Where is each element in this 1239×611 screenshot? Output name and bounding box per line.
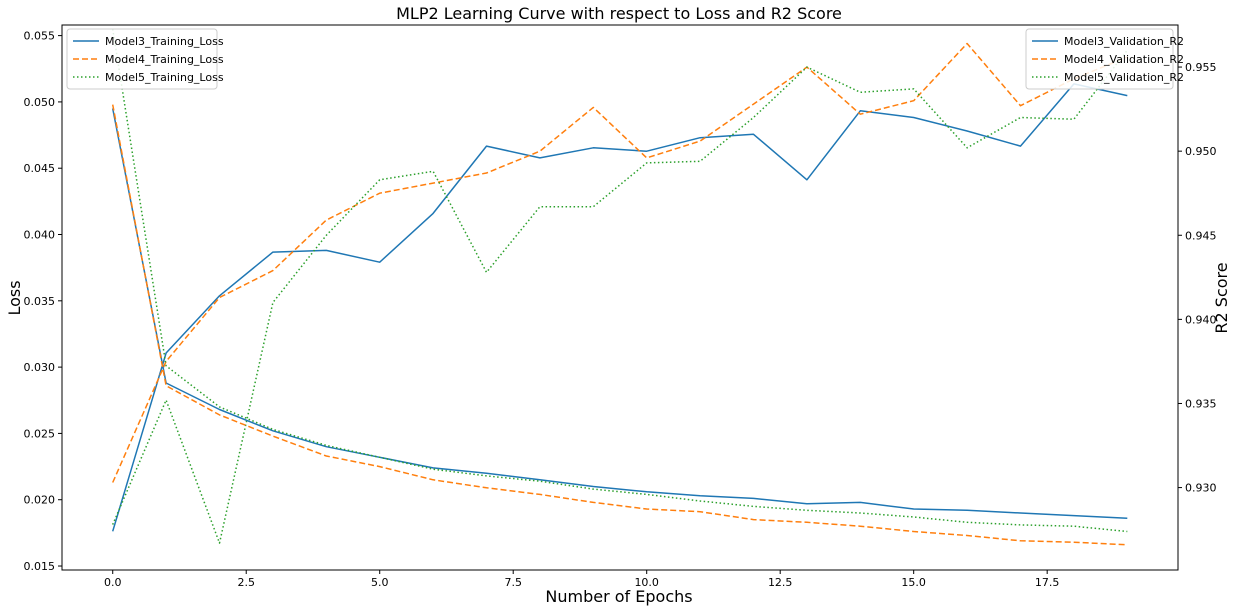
legend-label: Model5_Validation_R2: [1064, 71, 1184, 84]
y-left-tick-label: 0.050: [24, 96, 56, 109]
x-tick-label: 0.0: [104, 576, 122, 589]
y-right-tick-label: 0.935: [1185, 397, 1217, 410]
y-axis-label-left: Loss: [5, 280, 24, 315]
y-left-tick-label: 0.030: [24, 361, 56, 374]
right-series-line-1: [111, 83, 1128, 532]
y-left-tick-label: 0.045: [24, 162, 56, 175]
legend-box: [1025, 28, 1174, 90]
y-left-tick-label: 0.035: [24, 295, 56, 308]
x-axis-label: Number of Epochs: [545, 587, 692, 606]
chart-title: MLP2 Learning Curve with respect to Loss…: [396, 4, 842, 23]
left-series-line-1: [111, 108, 1128, 520]
y-right-tick-label: 0.945: [1185, 229, 1217, 242]
legend-right: Model3_Validation_R2 Model4_Validation_R2…: [1025, 28, 1184, 90]
y-right-tick-label: 0.955: [1185, 61, 1217, 74]
legend-label: Model4_Validation_R2: [1064, 53, 1184, 66]
y-left-tick-label: 0.015: [24, 560, 56, 573]
legend-label: Model5_Training_Loss: [105, 71, 224, 84]
y-left-tick-label: 0.040: [24, 229, 56, 242]
legend-label: Model3_Training_Loss: [105, 35, 224, 48]
y-left-tick-label: 0.055: [24, 30, 56, 43]
right-series-line-2: [112, 42, 1128, 483]
legend-box: [66, 28, 218, 90]
legend-label: Model4_Training_Loss: [105, 53, 224, 66]
plot-area: 0.0 2.5 5.0 7.5 10.0 12.5 15.0 17.5 0.015 0.020 0.…: [24, 24, 1217, 589]
x-tick-label: 17.5: [1035, 576, 1060, 589]
x-tick-label: 5.0: [371, 576, 389, 589]
left-series-line-2: [111, 104, 1128, 546]
y-left-tick-label: 0.020: [24, 494, 56, 507]
y-axis-label-right: R2 Score: [1212, 262, 1231, 333]
x-tick-label: 12.5: [768, 576, 793, 589]
plot-frame: [61, 24, 1179, 571]
y-right-tick-label: 0.950: [1185, 145, 1217, 158]
left-series-line-3: [111, 28, 1128, 533]
y-left-tick-label: 0.025: [24, 427, 56, 440]
x-tick-label: 15.0: [901, 576, 926, 589]
legend-label: Model3_Validation_R2: [1064, 35, 1184, 48]
legend-left: Model3_Training_Loss Model4_Training_Loss…: [66, 28, 224, 90]
x-tick-label: 2.5: [237, 576, 255, 589]
right-series-line-3: [112, 49, 1128, 544]
y-right-tick-label: 0.930: [1185, 482, 1217, 495]
y-right-tick-label: 0.940: [1185, 313, 1217, 326]
x-tick-label: 7.5: [504, 576, 522, 589]
x-tick-label: 10.0: [634, 576, 659, 589]
